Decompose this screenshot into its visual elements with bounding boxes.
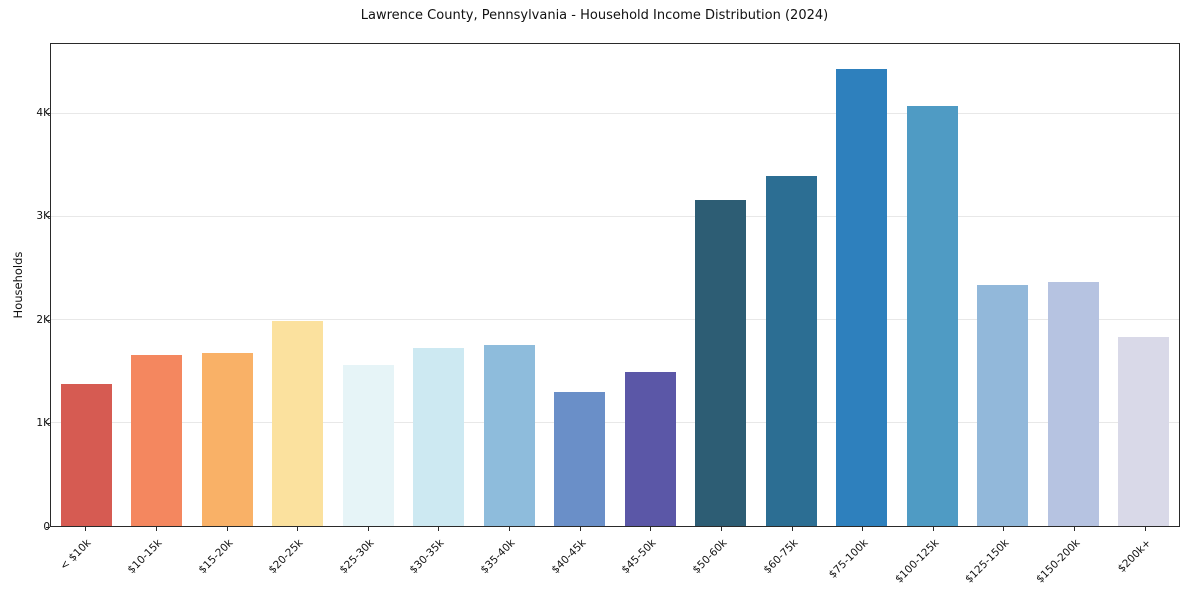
bar <box>1047 282 1099 526</box>
x-tick-label: $15-20k <box>195 537 236 577</box>
x-tick-mark <box>226 527 228 531</box>
bar-slot <box>686 44 757 526</box>
x-tick-mark <box>85 527 87 531</box>
bar-slot <box>51 44 122 526</box>
x-tick-label: $25-30k <box>337 537 377 577</box>
bar-slot <box>827 44 898 526</box>
gridline <box>51 112 1179 114</box>
y-tick-label: 0 <box>16 521 50 533</box>
x-tick-label: $50-60k <box>690 537 730 577</box>
x-tick-mark <box>720 527 722 531</box>
x-tick-mark <box>509 527 511 531</box>
x-tick-label: $200k+ <box>1115 537 1154 575</box>
x-tick-mark <box>438 527 440 531</box>
bar-slot <box>897 44 968 526</box>
x-tick-label: $75-100k <box>826 537 871 581</box>
bar <box>272 320 324 526</box>
bar-slot <box>122 44 193 526</box>
x-tick-label: $10-15k <box>125 537 165 577</box>
x-tick-mark <box>155 527 157 531</box>
y-tick-mark <box>46 319 50 321</box>
x-tick-mark <box>1144 527 1146 531</box>
y-tick-mark <box>46 423 50 425</box>
x-tick-label: $40-45k <box>549 537 589 577</box>
bar-slot <box>756 44 827 526</box>
x-tick-label: < $10k <box>58 537 94 573</box>
bar <box>1118 336 1170 526</box>
chart-title: Lawrence County, Pennsylvania - Househol… <box>360 8 829 23</box>
bar-slot <box>192 44 263 526</box>
bar-slot <box>1038 44 1109 526</box>
bar <box>554 392 606 526</box>
bar <box>483 345 535 526</box>
x-tick-label: $20-25k <box>266 537 306 577</box>
x-tick-label: $30-35k <box>407 537 447 577</box>
plot-area <box>50 43 1180 527</box>
bar <box>695 199 747 526</box>
bar <box>836 69 888 526</box>
x-tick-label: $35-40k <box>478 537 518 577</box>
bar <box>201 352 253 526</box>
bar <box>624 372 676 526</box>
x-tick-mark <box>1003 527 1005 531</box>
y-tick-mark <box>46 527 50 528</box>
bar <box>977 285 1029 526</box>
bar <box>413 347 465 526</box>
y-tick-label: 1K <box>36 417 50 430</box>
bar <box>342 364 394 526</box>
y-tick-mark <box>46 216 50 218</box>
bar-slot <box>404 44 475 526</box>
bar <box>765 175 817 526</box>
x-tick-label: $150-200k <box>1034 537 1083 586</box>
x-tick-mark <box>1074 527 1076 531</box>
y-tick-label: 2K <box>36 313 50 326</box>
bar <box>906 106 958 526</box>
bar-slot <box>1109 44 1180 526</box>
x-tick-mark <box>367 527 369 531</box>
bar-slot <box>968 44 1039 526</box>
x-tick-mark <box>862 527 864 531</box>
x-tick-label: $45-50k <box>619 537 659 577</box>
bars-layer <box>51 44 1179 526</box>
x-tick-label: $100-125k <box>892 537 942 586</box>
x-tick-mark <box>579 527 581 531</box>
x-tick-mark <box>932 527 934 531</box>
gridline <box>51 318 1179 320</box>
bar-slot <box>333 44 404 526</box>
bar-slot <box>263 44 334 526</box>
x-tick-label: $125-150k <box>963 537 1012 586</box>
bar <box>131 354 183 526</box>
y-tick-mark <box>46 112 50 114</box>
x-tick-mark <box>791 527 793 531</box>
gridline <box>51 421 1179 423</box>
bar <box>60 384 112 526</box>
bar-slot <box>545 44 616 526</box>
x-tick-mark <box>297 527 299 531</box>
x-tick-label: $60-75k <box>760 537 801 577</box>
y-tick-label: 3K <box>36 210 50 223</box>
y-tick-label: 4K <box>36 106 50 119</box>
x-tick-labels: < $10k $10-15k $15-20k $20-25k $25-30k $30-35… <box>50 529 1180 587</box>
bar-slot <box>474 44 545 526</box>
x-tick-mark <box>650 527 652 531</box>
bar-slot <box>615 44 686 526</box>
gridline <box>51 215 1179 217</box>
